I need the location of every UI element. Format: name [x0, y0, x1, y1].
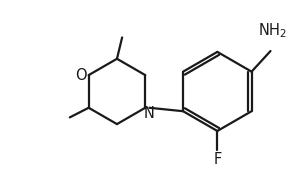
Text: NH$_2$: NH$_2$: [258, 21, 287, 40]
Text: O: O: [75, 68, 87, 83]
Text: F: F: [213, 152, 221, 167]
Text: N: N: [143, 106, 154, 121]
